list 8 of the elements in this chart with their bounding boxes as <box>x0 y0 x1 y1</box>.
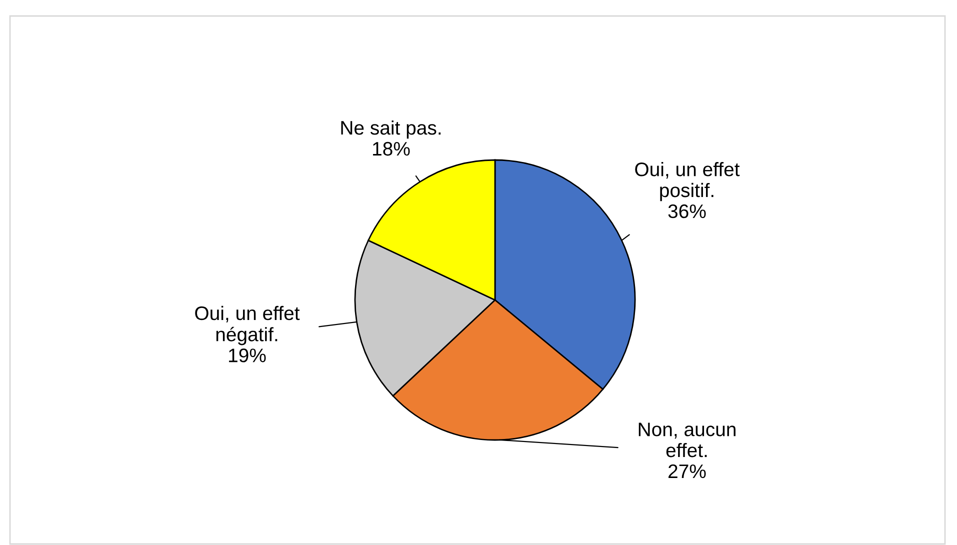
data-label: 27% <box>668 464 706 478</box>
slice-label: Non, aucun effet. <box>638 422 736 458</box>
slice-label: Oui, un effet positif. <box>635 162 740 202</box>
data-label: 36% <box>668 204 706 218</box>
slice-label: Ne sait pas. <box>341 120 441 139</box>
data-label: 19% <box>229 348 266 362</box>
data-label: 18% <box>373 142 410 156</box>
slice-label: Oui, un effet négatif. <box>195 306 300 346</box>
